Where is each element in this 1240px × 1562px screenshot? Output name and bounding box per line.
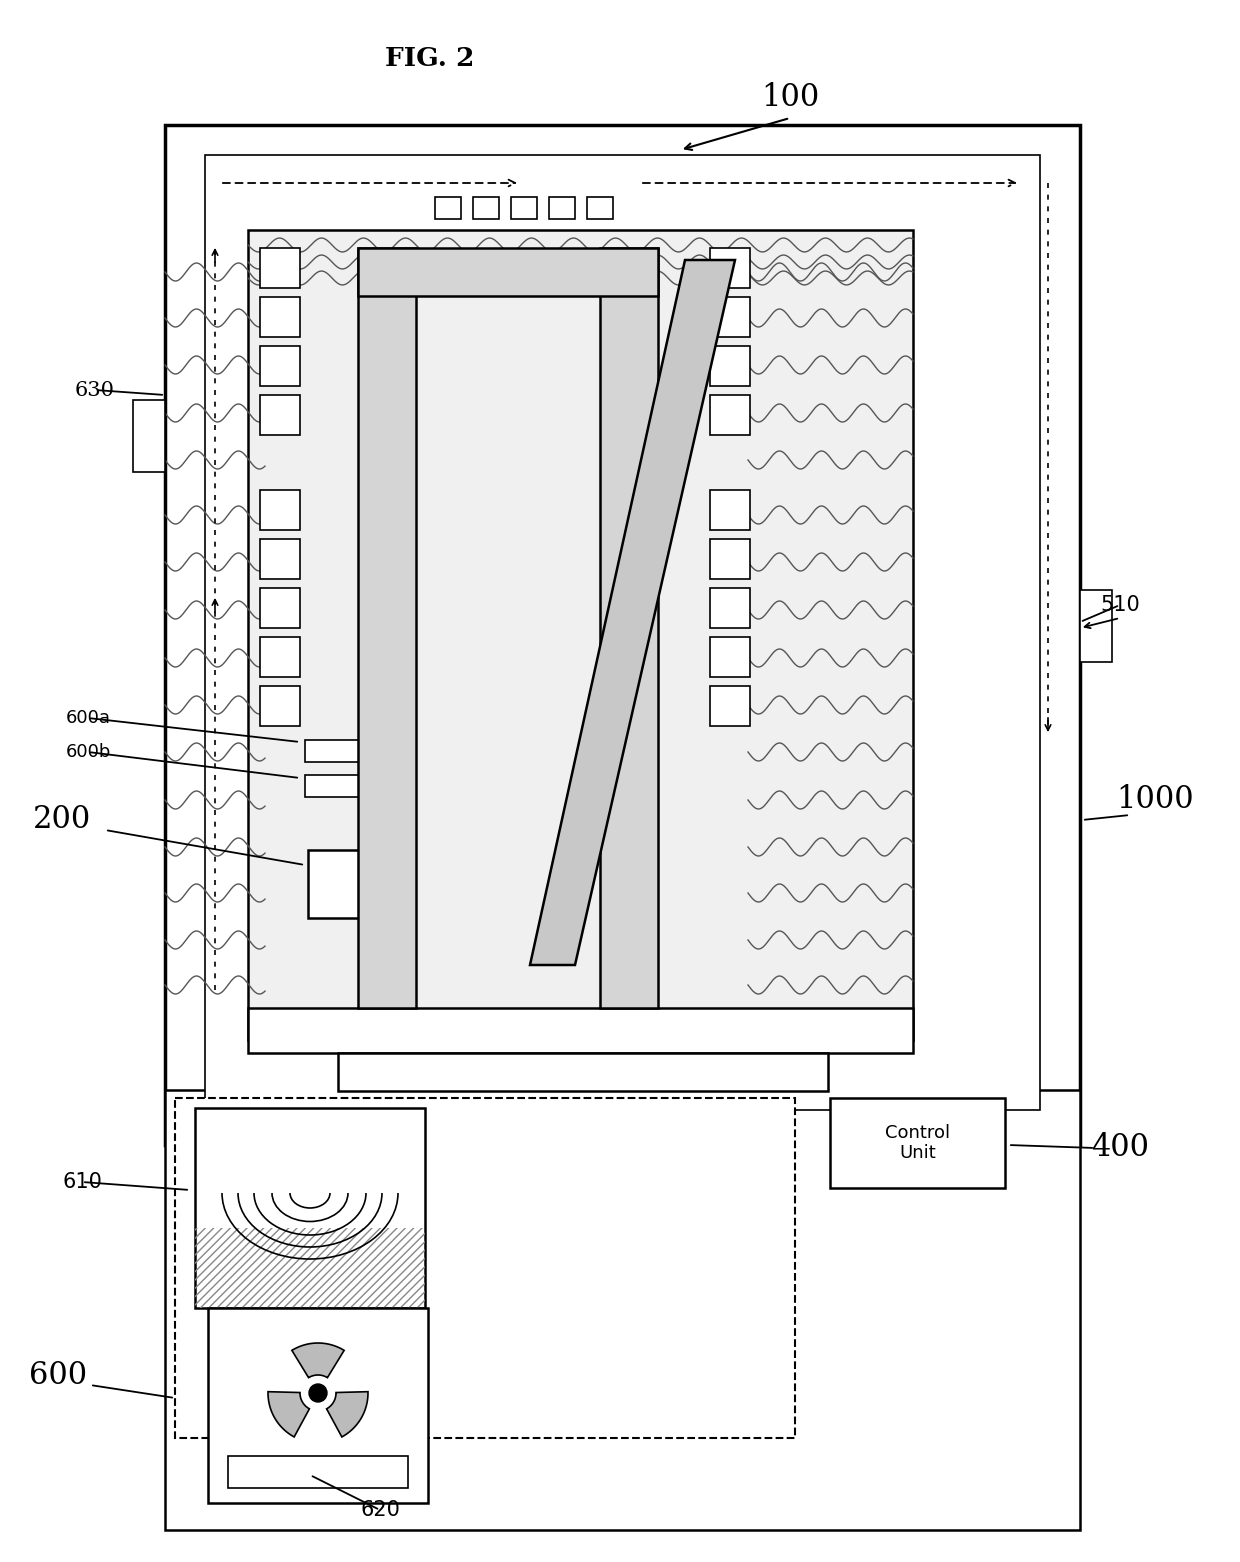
Text: 600: 600	[29, 1359, 87, 1390]
Bar	[830, 1098, 1004, 1189]
Bar	[260, 539, 300, 580]
Bar	[305, 740, 365, 762]
Bar	[358, 248, 658, 297]
Bar	[711, 297, 750, 337]
Text: 510: 510	[1100, 595, 1140, 615]
Bar	[175, 1098, 795, 1439]
Bar	[133, 400, 165, 472]
Bar	[711, 539, 750, 580]
Bar	[711, 587, 750, 628]
Text: 1000: 1000	[1116, 784, 1194, 815]
Bar	[165, 1090, 1080, 1531]
Bar	[205, 155, 1040, 1111]
Bar	[305, 775, 365, 797]
Bar	[711, 347, 750, 386]
Text: 600b: 600b	[66, 744, 110, 761]
Bar	[165, 125, 1080, 1145]
Circle shape	[309, 1384, 327, 1403]
Bar	[549, 197, 575, 219]
Bar	[260, 395, 300, 434]
Bar	[711, 637, 750, 676]
Text: 400: 400	[1091, 1132, 1149, 1164]
Bar	[308, 850, 391, 918]
Bar	[711, 248, 750, 287]
Text: 100: 100	[761, 83, 820, 114]
Polygon shape	[291, 1343, 345, 1378]
Text: Control
Unit: Control Unit	[885, 1123, 950, 1162]
Bar	[587, 197, 613, 219]
Bar	[248, 230, 913, 1040]
Text: 620: 620	[360, 1500, 401, 1520]
Polygon shape	[326, 1392, 368, 1437]
Bar	[260, 587, 300, 628]
Bar	[711, 686, 750, 726]
Bar	[195, 1228, 425, 1307]
Bar	[260, 297, 300, 337]
Bar	[358, 248, 415, 1007]
Text: FIG. 2: FIG. 2	[386, 45, 475, 70]
Bar	[260, 490, 300, 530]
Bar	[195, 1107, 425, 1307]
Bar	[208, 1307, 428, 1503]
Bar	[260, 686, 300, 726]
Polygon shape	[268, 1392, 310, 1437]
Bar	[339, 1053, 828, 1090]
Bar	[511, 197, 537, 219]
Bar	[711, 395, 750, 434]
Bar	[260, 347, 300, 386]
Bar	[435, 197, 461, 219]
Bar	[1080, 590, 1112, 662]
Text: 600a: 600a	[66, 709, 110, 726]
Polygon shape	[529, 259, 735, 965]
Bar	[472, 197, 498, 219]
Bar	[260, 248, 300, 287]
Text: 610: 610	[62, 1172, 102, 1192]
Text: 630: 630	[74, 381, 115, 400]
Text: 200: 200	[33, 804, 91, 836]
Bar	[248, 1007, 913, 1053]
Bar	[228, 1456, 408, 1489]
Bar	[600, 248, 658, 1007]
Bar	[711, 490, 750, 530]
Bar	[260, 637, 300, 676]
